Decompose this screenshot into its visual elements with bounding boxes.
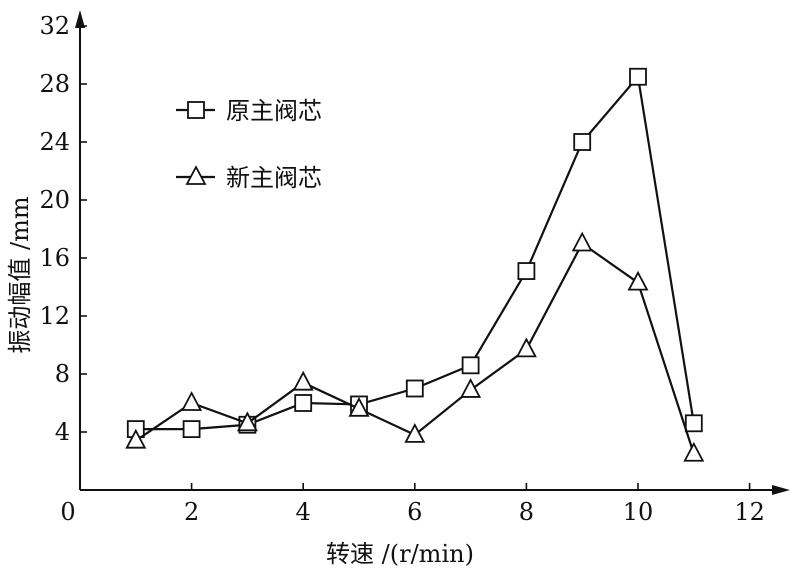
y-tick-label: 20	[39, 186, 70, 214]
x-axis-arrow	[772, 485, 790, 495]
x-tick-label: 6	[407, 498, 422, 526]
y-tick-label: 16	[39, 244, 70, 272]
legend-item: 新主阀芯	[176, 164, 322, 192]
data-point-triangle	[571, 231, 593, 252]
data-point-triangle	[404, 422, 426, 443]
y-tick-label: 4	[55, 418, 70, 446]
data-point-triangle	[236, 411, 258, 432]
data-point-triangle	[627, 270, 649, 291]
data-point-square	[405, 379, 424, 398]
x-axis-label: 转速 /(r/min)	[326, 540, 474, 568]
x-tick-label: 4	[296, 498, 311, 526]
data-point-square	[461, 356, 480, 375]
x-tick-label: 8	[519, 498, 534, 526]
data-point-square	[573, 133, 592, 151]
data-point-triangle	[515, 337, 537, 358]
series-line	[135, 241, 695, 455]
y-tick-label: 12	[39, 302, 70, 330]
data-point-triangle	[185, 165, 207, 185]
data-point-square	[182, 420, 201, 439]
data-point-square	[684, 414, 703, 433]
y-axis-arrow	[75, 10, 85, 28]
series-line	[135, 74, 695, 431]
x-tick-label: 2	[184, 498, 199, 526]
data-point-triangle	[683, 441, 705, 462]
x-tick-label: 0	[60, 498, 75, 526]
y-tick-label: 24	[39, 128, 70, 156]
data-point-triangle	[348, 396, 370, 417]
data-point-triangle	[181, 391, 203, 411]
legend-item: 原主阀芯	[176, 97, 322, 125]
data-point-triangle	[292, 370, 314, 391]
x-tick-label: 12	[734, 498, 765, 526]
axes	[75, 10, 790, 495]
y-tick-label: 28	[39, 70, 70, 98]
y-tick-label: 8	[55, 360, 70, 388]
y-tick-label: 32	[39, 12, 70, 40]
data-point-square	[187, 101, 205, 119]
legend-label: 原主阀芯	[226, 97, 322, 125]
data-point-triangle	[125, 428, 147, 449]
data-point-square	[294, 394, 313, 412]
series-new-spool	[125, 231, 705, 462]
data-point-triangle	[460, 378, 482, 398]
data-point-square	[517, 262, 536, 280]
series-layer	[125, 67, 705, 462]
x-tick-label: 10	[623, 498, 654, 526]
y-axis-label: 振动幅值 /mm	[6, 196, 34, 353]
data-point-square	[629, 67, 647, 86]
legend-label: 新主阀芯	[226, 164, 322, 192]
series-original-spool	[126, 67, 703, 439]
